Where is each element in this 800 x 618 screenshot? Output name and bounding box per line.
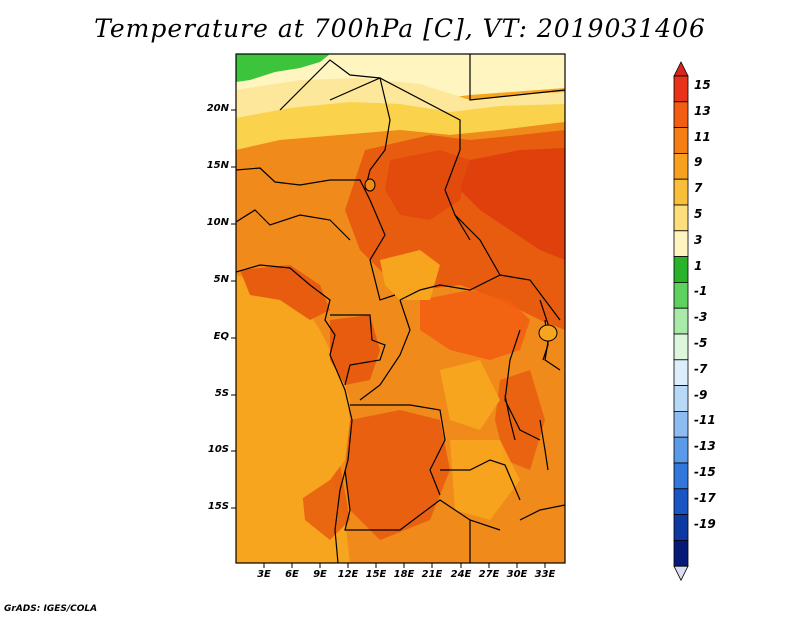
colorbar-box [673,101,689,129]
colorbar-label: 5 [694,207,703,221]
lat-label-10n: 10N [206,217,229,228]
grads-credit: GrADS: IGES/COLA [4,604,98,614]
hot-gulf [240,265,330,320]
colorbar-box [673,75,689,103]
map-title: Temperature at 700hPa [C], VT: 201903140… [94,14,706,43]
lon-label-24e: 24E [450,569,472,580]
warm-highland-1 [380,250,440,300]
lat-label-15n: 15N [206,160,229,171]
colorbar [673,61,689,582]
lon-label-27e: 27E [478,569,500,580]
hot-south [345,410,450,540]
band-yellow [236,102,565,150]
hot-core-2 [385,150,470,220]
colorbar-box [673,359,689,386]
colorbar-label: 9 [694,155,703,170]
lon-label-18e: 18E [393,569,415,580]
colorbar-label: 7 [694,181,703,196]
colorbar-box [673,540,689,567]
colorbar-label: 15 [694,78,711,92]
colorbar-box [673,514,689,541]
atlantic [236,320,350,563]
lat-label-5s: 5S [214,388,229,399]
colorbar-label: 11 [694,129,711,144]
colorbar-label: -3 [694,310,708,325]
colorbar-box [673,178,689,206]
lon-label-6e: 6E [285,569,299,580]
hot-east [420,290,530,360]
hot-rift [495,370,545,470]
colorbar-arrow-bottom [673,565,689,582]
colorbar-box [673,488,689,515]
lon-label-33e: 33E [534,569,556,580]
lake-victoria [538,324,558,342]
colorbar-box [673,333,689,361]
colorbar-box [673,307,689,335]
colorbar-box [673,462,689,490]
lon-label-15e: 15E [365,569,387,580]
lat-label-15s: 15S [207,501,229,512]
warm-highland-2 [440,360,500,430]
colorbar-box [673,230,689,258]
lon-label-12e: 12E [337,569,359,580]
lake-chad [364,178,376,192]
lon-label-3e: 3E [257,569,271,580]
lon-ticks [263,563,546,568]
colorbar-arrow-top [673,61,689,77]
hot-core [460,148,565,260]
colorbar-label: 3 [694,232,703,247]
colorbar-box [673,152,689,180]
lat-label-eq: EQ [213,331,229,342]
lon-label-30e: 30E [506,569,528,580]
green-patch [236,54,330,82]
colorbar-box [673,204,689,232]
colorbar-label: -9 [694,387,708,402]
colorbar-box [673,256,689,283]
colorbar-label: -15 [694,465,716,479]
colorbar-label: -5 [694,336,708,350]
colorbar-label: -17 [694,490,716,505]
colorbar-box [673,436,689,464]
country-borders [236,54,565,563]
colorbar-label: 1 [694,258,703,273]
colorbar-label: -13 [694,439,716,454]
hot-sahel-west [236,150,370,240]
colorbar-label: -19 [694,516,716,531]
colorbar-label: -1 [694,284,708,299]
lat-label-10s: 10S [207,444,229,455]
colorbar-box [673,281,689,309]
hot-congo [330,315,380,385]
lat-label-5n: 5N [213,274,229,285]
lon-label-9e: 9E [313,569,327,580]
colorbar-label: -11 [694,413,716,428]
colorbar-label: -7 [694,361,708,376]
lon-label-21e: 21E [421,569,443,580]
colorbar-label: 13 [694,103,711,118]
lat-ticks [231,109,236,509]
lat-label-20n: 20N [206,103,229,114]
map-frame [235,53,566,564]
colorbar-box [673,385,689,412]
warm-highland-3 [450,440,520,520]
colorbar-box [673,127,689,154]
colorbar-box [673,410,689,438]
